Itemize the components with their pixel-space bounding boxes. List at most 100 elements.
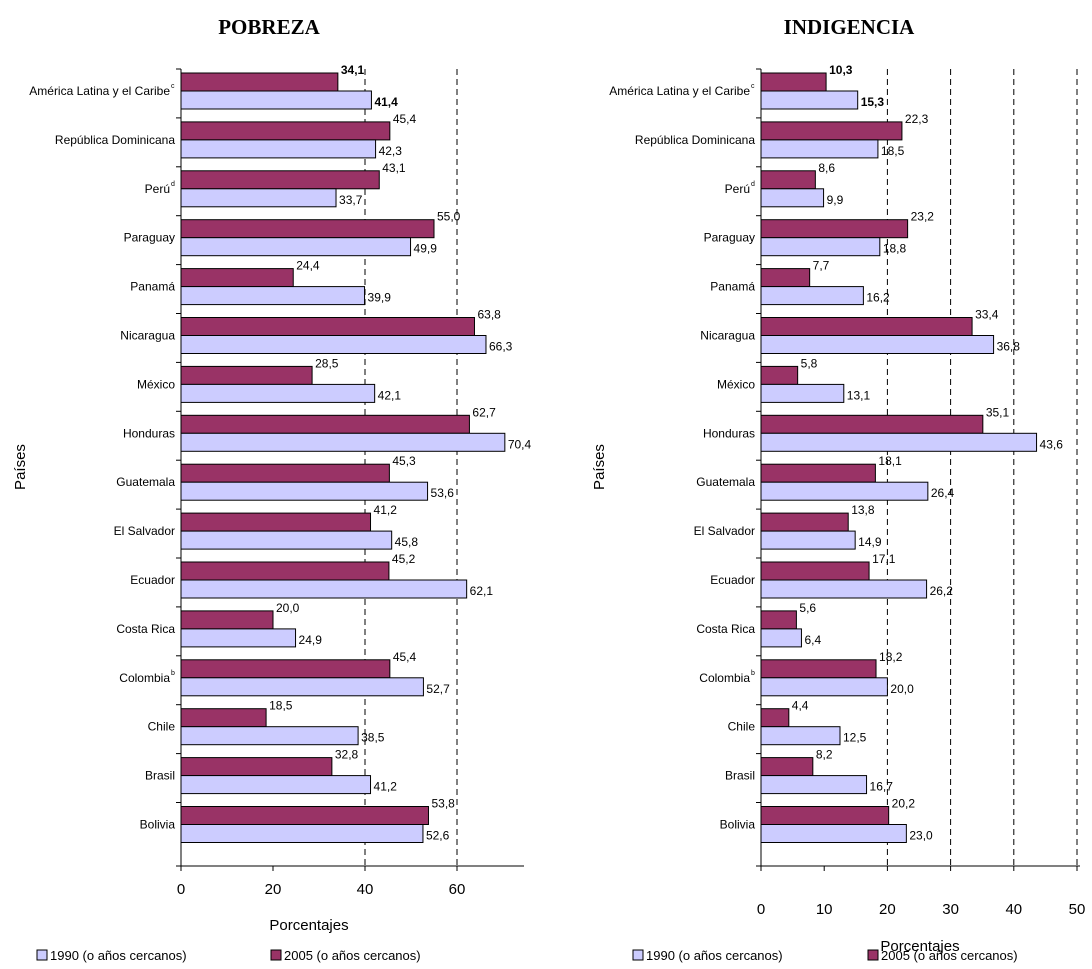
indigencia-value-label-1990: 15,3 (861, 95, 885, 109)
indigencia-value-label-1990: 18,5 (881, 144, 905, 158)
pobreza-bar-1990 (180, 579, 468, 599)
pobreza-bar-2005 (180, 72, 339, 92)
indigencia-value-label-1990: 36,8 (997, 340, 1021, 354)
indigencia-bar-1990 (760, 90, 859, 110)
indigencia-value-label-2005: 17,1 (872, 552, 896, 566)
pobreza-bar-2005 (180, 806, 429, 825)
indigencia-value-label-2005: 8,6 (818, 161, 835, 175)
indigencia-bar-2005 (760, 268, 811, 288)
pobreza-bar-2005 (180, 170, 380, 190)
pobreza-category-label: Paraguay (124, 231, 175, 245)
indigencia-value-label-2005: 13,8 (851, 503, 875, 517)
indigencia-value-label-2005: 7,7 (813, 259, 830, 273)
indigencia-category-label: América Latina y el Caribe (609, 84, 750, 98)
pobreza-value-label-2005: 55,0 (437, 210, 461, 224)
pobreza-value-label-2005: 20,0 (276, 601, 300, 615)
pobreza-value-label-1990: 52,7 (426, 682, 450, 696)
indigencia-value-label-2005: 8,2 (816, 748, 833, 762)
indigencia-value-label-1990: 16,2 (866, 291, 890, 305)
indigencia-bar-1990 (760, 383, 845, 403)
pobreza-bar-1990 (180, 139, 377, 159)
indigencia-value-label-1990: 23,0 (909, 829, 933, 843)
indigencia-category-label: Nicaragua (700, 329, 755, 343)
indigencia-bar-2005 (760, 561, 870, 581)
indigencia-y-axis-label: Países (591, 444, 608, 490)
pobreza-bar-2005 (180, 219, 435, 239)
pobreza-value-label-2005: 45,3 (392, 454, 416, 468)
pobreza-bar-2005 (180, 414, 470, 434)
indigencia-bar-2005 (760, 610, 797, 630)
pobreza-legend-1990-label: 1990 (o años cercanos) (50, 948, 187, 963)
indigencia-bar-1990 (760, 579, 928, 599)
pobreza-value-label-2005: 41,2 (374, 503, 398, 517)
pobreza-value-label-2005: 63,8 (477, 308, 501, 322)
indigencia-bar-2005 (760, 170, 816, 190)
indigencia-category-label: Bolivia (720, 818, 756, 832)
pobreza-bar-2005 (180, 610, 274, 630)
pobreza-bar-1990 (180, 432, 506, 452)
indigencia-category-superscript: c (751, 83, 755, 90)
pobreza-value-label-1990: 38,5 (361, 731, 385, 745)
pobreza-legend: 1990 (o años cercanos) 2005 (o años cerca… (36, 948, 421, 963)
indigencia-bar-1990 (760, 237, 881, 257)
indigencia-bar-2005 (760, 757, 814, 777)
pobreza-x-tick-label: 0 (177, 881, 185, 898)
pobreza-bar-2005 (180, 659, 391, 679)
pobreza-value-label-1990: 49,9 (414, 242, 438, 256)
pobreza-x-tick-label: 20 (265, 881, 282, 898)
pobreza-bar-2005 (180, 317, 475, 336)
pobreza-legend-2005-label: 2005 (o años cercanos) (284, 948, 421, 963)
indigencia-bar-2005 (760, 708, 790, 728)
pobreza-value-label-1990: 41,2 (374, 780, 398, 794)
indigencia-value-label-1990: 9,9 (827, 193, 844, 207)
pobreza-bar-1990 (180, 481, 429, 501)
indigencia-value-label-1990: 16,7 (870, 780, 894, 794)
pobreza-category-label: América Latina y el Caribe (29, 84, 170, 98)
indigencia-legend-1990-swatch (632, 949, 644, 961)
indigencia-category-label: Costa Rica (696, 622, 755, 636)
indigencia-category-superscript: d (751, 181, 755, 188)
pobreza-value-label-1990: 52,6 (426, 829, 450, 843)
indigencia-bar-2005 (760, 365, 799, 385)
indigencia-legend: 1990 (o años cercanos) 2005 (o años cerca… (632, 948, 1018, 963)
indigencia-value-label-1990: 12,5 (843, 731, 867, 745)
pobreza-x-axis-label: Porcentajes (269, 917, 348, 934)
indigencia-bar-1990 (760, 286, 864, 306)
indigencia-value-label-2005: 22,3 (905, 112, 929, 126)
pobreza-category-label: República Dominicana (55, 133, 175, 147)
indigencia-bar-1990 (760, 530, 856, 550)
pobreza-value-label-2005: 43,1 (382, 161, 406, 175)
pobreza-value-label-2005: 32,8 (335, 748, 359, 762)
pobreza-bar-1990 (180, 286, 366, 306)
pobreza-category-label: Perú (145, 182, 170, 196)
indigencia-legend-1990-label: 1990 (o años cercanos) (646, 948, 783, 963)
pobreza-category-label: Bolivia (140, 818, 176, 832)
indigencia-value-label-1990: 6,4 (804, 633, 821, 647)
pobreza-title: POBREZA (218, 15, 320, 39)
pobreza-y-axis-label: Países (12, 444, 29, 490)
pobreza-bar-1990 (180, 677, 424, 697)
pobreza-value-label-1990: 62,1 (470, 584, 494, 598)
pobreza-value-label-2005: 53,8 (431, 797, 455, 811)
indigencia-bar-1990 (760, 188, 825, 208)
indigencia-category-label: Honduras (703, 426, 755, 440)
indigencia-bar-2005 (760, 512, 849, 532)
indigencia-bar-1990 (760, 432, 1038, 452)
pobreza-category-label: México (137, 377, 175, 391)
pobreza-bar-2005 (180, 121, 391, 141)
indigencia-category-label: Perú (725, 182, 750, 196)
pobreza-category-label: El Salvador (114, 524, 175, 538)
indigencia-bar-1990 (760, 481, 929, 501)
pobreza-bar-2005 (180, 268, 294, 288)
pobreza-bar-1990 (180, 530, 393, 550)
pobreza-bar-2005 (180, 757, 333, 777)
indigencia-value-label-1990: 18,8 (883, 242, 907, 256)
pobreza-bar-1990 (180, 628, 297, 648)
indigencia-x-tick-label: 20 (879, 901, 896, 918)
indigencia-value-label-1990: 20,0 (890, 682, 914, 696)
indigencia-value-label-1990: 13,1 (847, 388, 871, 402)
indigencia-value-label-2005: 4,4 (792, 699, 809, 713)
pobreza-category-label: Costa Rica (116, 622, 175, 636)
indigencia-bar-2005 (760, 317, 973, 336)
